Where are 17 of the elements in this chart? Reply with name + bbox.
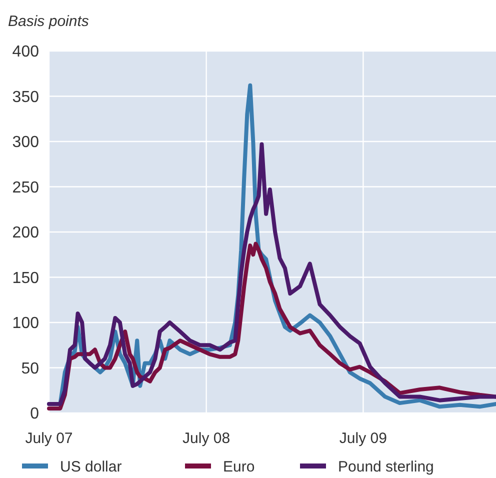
y-tick-label: 400 [12, 44, 40, 61]
y-tick-label: 200 [12, 224, 40, 242]
y-tick-label: 300 [12, 134, 40, 152]
y-tick-label: 0 [30, 406, 40, 423]
y-axis-title: Basis points [8, 13, 90, 30]
y-tick-label: 50 [21, 360, 40, 378]
x-tick-label: July 08 [182, 430, 230, 447]
line-series [47, 142, 496, 406]
legend-label: Euro [223, 458, 255, 476]
legend-label: Pound sterling [338, 458, 434, 476]
x-tick-label: July 09 [339, 430, 387, 447]
y-tick-label: 350 [12, 88, 40, 106]
y-tick-label: 100 [12, 315, 40, 332]
x-tick-label: July 07 [25, 430, 73, 447]
y-tick-label: 250 [12, 179, 40, 196]
legend-label: US dollar [60, 458, 122, 476]
y-tick-label: 150 [12, 270, 40, 287]
